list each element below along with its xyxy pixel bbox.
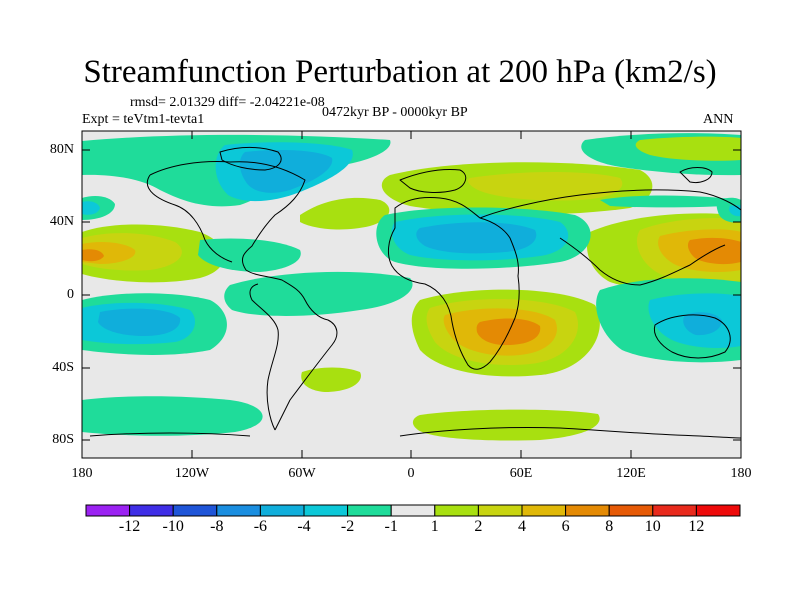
colorbar <box>85 504 741 517</box>
colorbar-swatch <box>608 504 654 517</box>
coastlines <box>89 147 741 439</box>
colorbar-label: 6 <box>561 518 570 535</box>
colorbar-label: -8 <box>210 518 224 535</box>
colorbar-label: 10 <box>644 518 661 535</box>
colorbar-label: -10 <box>162 518 184 535</box>
lon-label-120w: 120W <box>174 466 210 481</box>
colorbar-swatch <box>129 504 174 517</box>
lon-label-120e: 120E <box>616 466 646 481</box>
colorbar-swatch <box>477 504 523 517</box>
colorbar-swatch <box>521 504 567 517</box>
colorbar-label: 8 <box>605 518 614 535</box>
colorbar-label: 12 <box>688 518 705 535</box>
season-label: ANN <box>703 112 734 127</box>
lon-label-60w: 60W <box>288 466 316 481</box>
lon-label-180e: 180 <box>730 466 752 481</box>
colorbar-label: -12 <box>118 518 141 535</box>
colorbar-label: 4 <box>518 518 526 535</box>
colorbar-swatch <box>652 504 697 517</box>
colorbar-label: -4 <box>297 518 311 535</box>
colorbar-label: 1 <box>430 518 439 535</box>
rmsd-diff-stats: rmsd= 2.01329 diff= -2.04221e-08 <box>130 95 325 110</box>
lat-label-80n: 80N <box>49 142 74 157</box>
colorbar-swatch <box>259 504 305 517</box>
colorbar-label: -6 <box>253 518 268 535</box>
lat-label-40s: 40S <box>52 360 74 375</box>
lon-label-0: 0 <box>407 466 415 481</box>
contour-field <box>82 131 741 458</box>
colorbar-swatch <box>434 504 479 517</box>
colorbar-swatch <box>695 504 741 517</box>
colorbar-swatch <box>303 504 349 517</box>
lon-label-180w: 180 <box>71 466 93 481</box>
colorbar-swatch <box>347 504 392 517</box>
positive-contours <box>82 162 741 441</box>
colorbar-label: -2 <box>340 518 355 535</box>
experiment-label: Expt = teVtm1-tevta1 <box>82 112 205 127</box>
lat-label-0: 0 <box>67 287 74 302</box>
lat-label-80s: 80S <box>52 432 74 447</box>
axis-ticks <box>82 131 741 458</box>
colorbar-swatch <box>172 504 218 517</box>
plot-title: Streamfunction Perturbation at 200 hPa (… <box>83 54 717 90</box>
colorbar-swatch <box>390 504 436 517</box>
colorbar-swatch <box>216 504 261 517</box>
colorbar-label: 2 <box>474 518 483 535</box>
lon-label-60e: 60E <box>509 466 533 481</box>
period-label: 0472kyr BP - 0000kyr BP <box>322 105 468 120</box>
colorbar-swatch <box>565 504 610 517</box>
colorbar-label: -1 <box>384 518 398 535</box>
negative-contours <box>82 133 741 436</box>
lat-label-40n: 40N <box>49 214 74 229</box>
colorbar-swatch <box>85 504 131 517</box>
